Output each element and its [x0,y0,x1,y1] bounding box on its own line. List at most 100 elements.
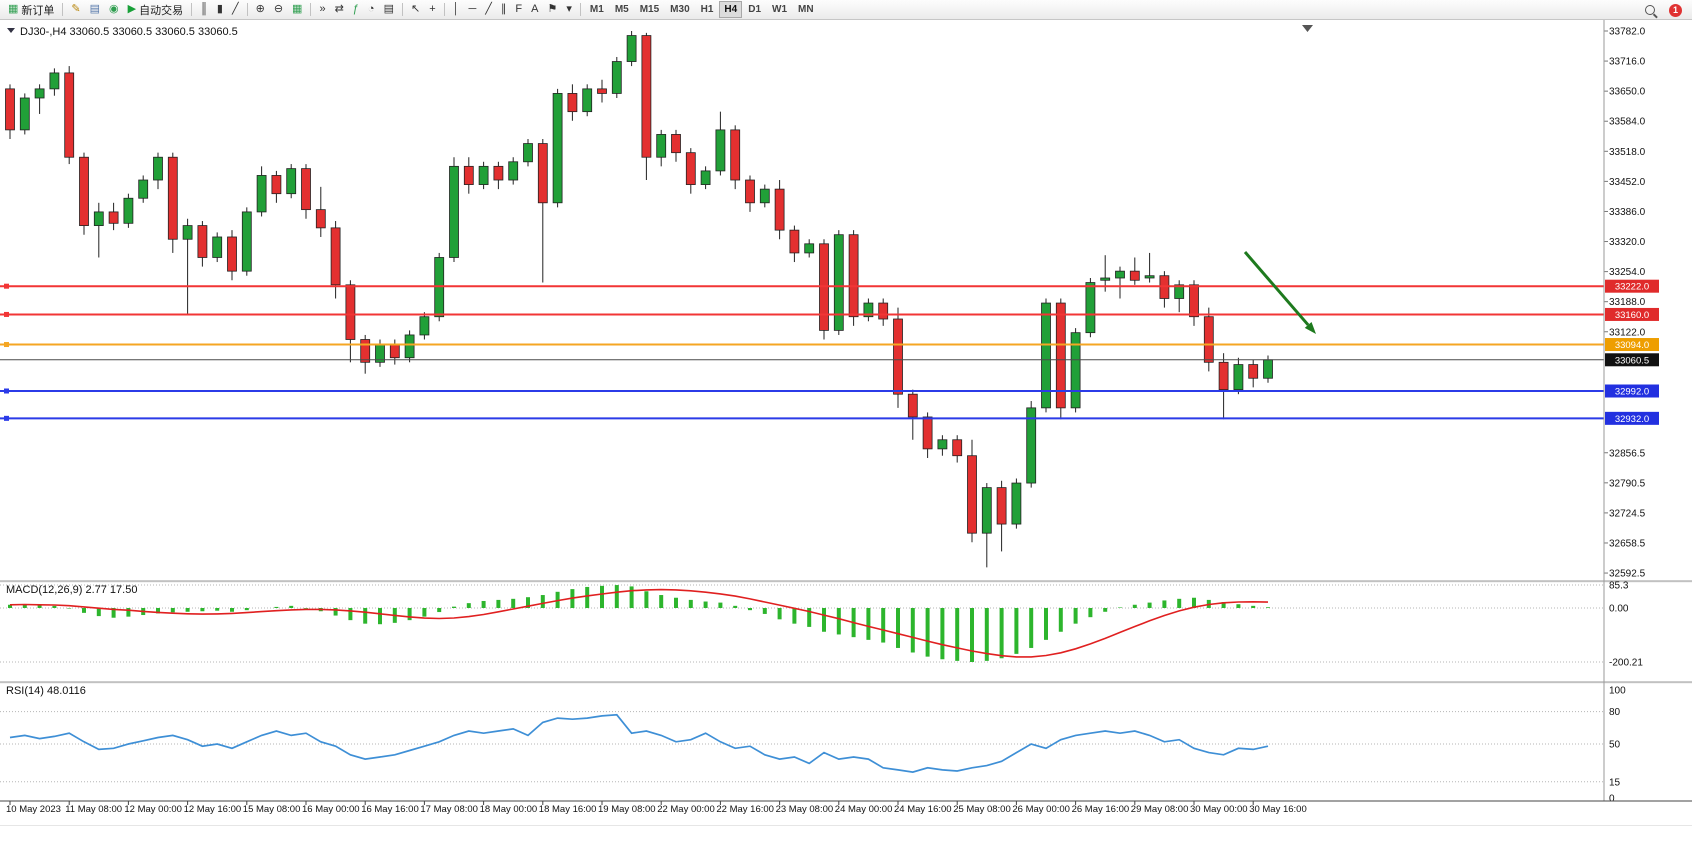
arrow-label-button[interactable]: ⚑ [544,1,562,19]
autotrading-button[interactable]: ▶ 自动交易 [124,1,187,19]
new-order-button[interactable]: ▦ 新订单 [4,1,58,19]
candle-up [626,35,637,62]
tile-windows-button[interactable]: ▦ [288,1,306,19]
line-handle[interactable] [4,283,9,289]
candle-up [182,225,193,240]
chart-collapse-toggle[interactable] [7,28,15,33]
timeframe-h4-button[interactable]: H4 [719,1,743,18]
chart-shift-icon: ⇄ [334,3,344,15]
timeframe-m15-button[interactable]: M15 [639,4,660,15]
price-tick-label: 32592.5 [1609,569,1646,580]
price-tick-label: 32724.5 [1609,508,1646,519]
indicators-button[interactable]: ƒ [349,1,363,19]
line-handle[interactable] [4,342,9,348]
price-level-badge [1605,384,1659,398]
candle-down [227,236,237,272]
candle-down [641,35,652,158]
timeframe-mn-button[interactable]: MN [798,4,814,15]
zoom-in-icon: ⊕ [255,3,265,15]
candle-up [1011,482,1022,525]
price-tick-label: 33320.0 [1609,237,1646,248]
line-handle[interactable] [4,388,9,394]
candle-down [301,168,311,211]
periods-button[interactable]: ◔ [364,1,379,19]
horizontal-line-button[interactable]: ─ [465,1,481,19]
candlestick-chart-button[interactable]: ▮ [213,1,227,19]
timeframe-m1-button[interactable]: M1 [589,4,604,15]
time-tick-label: 16 May 16:00 [361,804,419,815]
price-tick-label: 33122.0 [1609,327,1646,338]
candle-down [907,393,918,418]
time-tick-label: 15 May 08:00 [243,804,301,815]
candle-down [108,211,119,224]
macd-scale-label: -200.21 [1609,658,1643,669]
candle-down [922,416,933,450]
bar-chart-button[interactable]: ║ [196,1,212,19]
templates-button[interactable]: ▤ [380,1,398,19]
candle-down [537,143,548,204]
candle-up [449,165,459,258]
profile-button[interactable]: ▤ [86,1,104,19]
ea-list-button[interactable]: ◉ [105,1,123,19]
candle-up [656,134,667,158]
timeframe-m5-button[interactable]: M5 [614,4,629,15]
channel-icon: ∥ [500,3,507,15]
chart-shift-button[interactable]: ⇄ [331,1,348,19]
timeframe-m30-button[interactable]: M30 [670,4,690,15]
candle-up [1115,270,1125,279]
candle-down [878,302,889,320]
text-button[interactable]: A [527,1,542,19]
candle-down [1129,270,1140,281]
candle-down [463,165,474,185]
candle-up [138,179,149,199]
arrow-annotation-head[interactable] [1304,321,1316,334]
candlestick-chart-icon: ▮ [216,3,223,15]
auto-scroll-button[interactable]: » [315,1,329,19]
time-tick-label: 30 May 16:00 [1249,804,1307,815]
search-icon[interactable] [1645,5,1655,15]
candle-down [1218,361,1229,391]
cursor-button[interactable]: ↖ [407,1,424,19]
timeframe-d1-button[interactable]: D1 [748,4,762,15]
price-tick-label: 33782.0 [1609,27,1646,38]
candle-up [582,88,593,113]
line-chart-icon: ╱ [231,3,239,15]
vertical-line-button[interactable]: │ [449,1,464,19]
trendline-button[interactable]: ╱ [481,1,496,19]
chart-window[interactable]: 33782.0 33716.0 33650.0 33584.0 33518.0 33452… [0,20,1692,820]
candle-down [1203,316,1214,363]
fibonacci-button[interactable]: F [511,1,526,19]
candle-up [286,168,297,195]
price-tick-label: 33518.0 [1609,147,1646,158]
crosshair-icon: + [429,3,436,15]
arrow-annotation[interactable] [1243,251,1310,326]
line-handle[interactable] [4,311,9,317]
time-tick-label: 22 May 00:00 [657,804,715,815]
chart-ohlc-header: DJ30-,H4 33060.5 33060.5 33060.5 33060.5 [20,26,238,38]
toolbar-separator [310,3,312,16]
scroll-to-end-marker[interactable] [1302,25,1313,32]
zoom-in-button[interactable]: ⊕ [252,1,269,19]
timeframe-w1-button[interactable]: W1 [772,4,788,15]
candle-down [79,156,89,226]
candle-up [1100,277,1111,281]
time-tick-label: 22 May 16:00 [716,804,774,815]
candle-down [1248,364,1259,379]
line-chart-button[interactable]: ╱ [228,1,243,19]
toolbar-right: 1 [1645,0,1682,20]
price-level-badge-label: 32932.0 [1615,414,1649,425]
price-level-badge-label: 32992.0 [1615,387,1649,398]
time-tick-label: 16 May 00:00 [302,804,360,815]
line-handle[interactable] [4,415,9,421]
channel-button[interactable]: ∥ [497,1,511,19]
zoom-out-button[interactable]: ⊖ [270,1,287,19]
notification-badge[interactable]: 1 [1669,3,1682,17]
metaeditor-button[interactable]: ✎ [67,1,84,19]
price-tick-label: 32856.5 [1609,448,1646,459]
candle-up [419,316,430,336]
candle-up [1144,275,1155,279]
shapes-dropdown-button[interactable]: ▾ [562,1,576,19]
timeframe-h1-button[interactable]: H1 [700,4,714,15]
chart-background [0,20,1692,820]
crosshair-button[interactable]: + [425,1,439,19]
